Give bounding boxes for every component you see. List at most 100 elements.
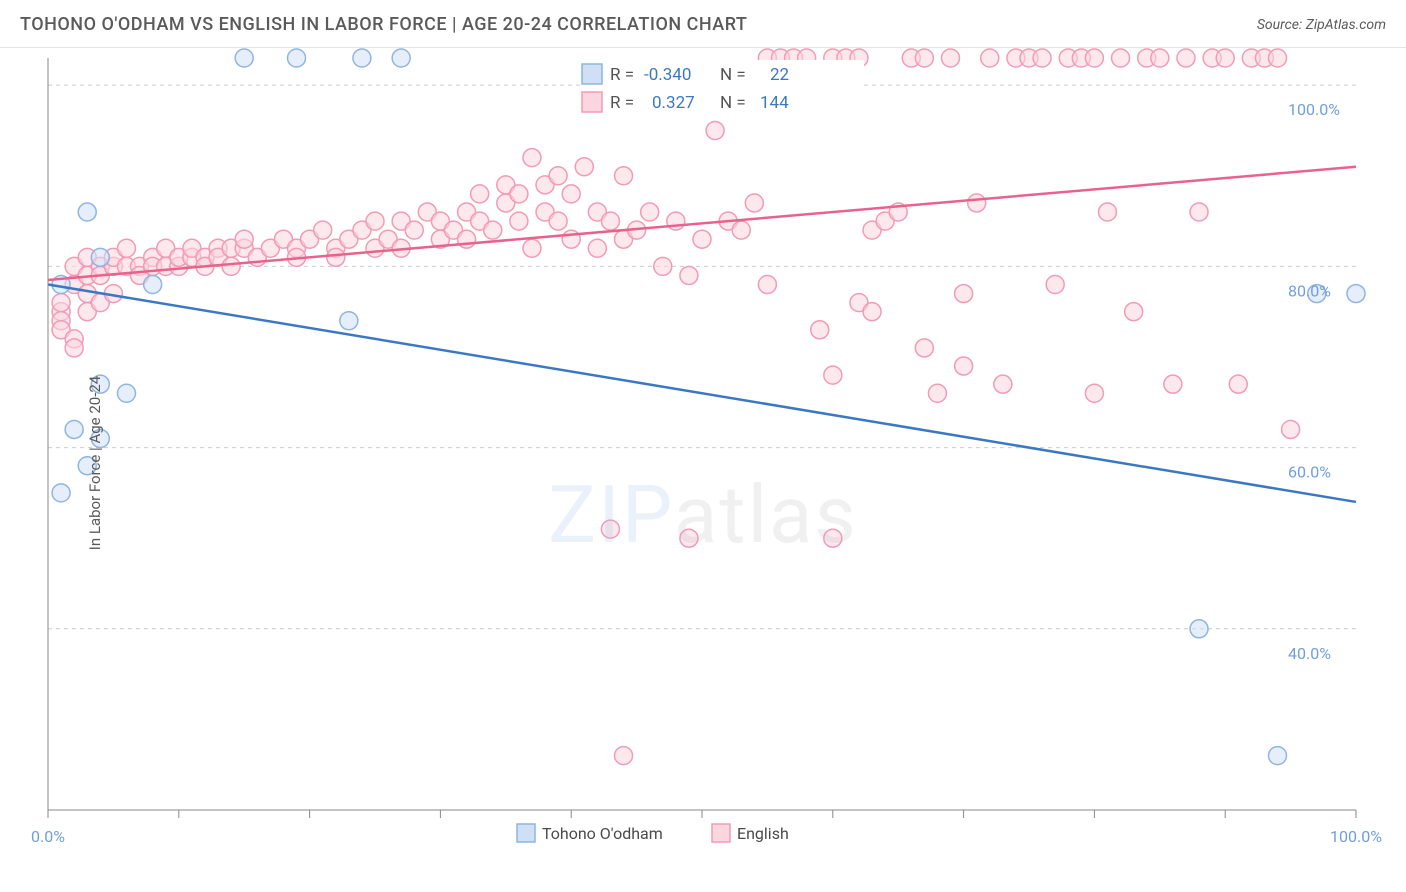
y-tick-label: 100.0% (1288, 100, 1340, 119)
data-point (1033, 49, 1051, 67)
legend-label-blue: Tohono O'odham (542, 824, 663, 843)
data-point (981, 49, 999, 67)
data-point (1229, 375, 1247, 393)
data-point (52, 484, 70, 502)
data-point (353, 49, 371, 67)
data-point (811, 321, 829, 339)
data-point (1098, 203, 1116, 221)
scatter-chart: 0.0%100.0%40.0%60.0%80.0%100.0%R =-0.340… (0, 48, 1406, 878)
stat-swatch-blue (582, 64, 602, 84)
data-point (144, 276, 162, 294)
data-point (1151, 49, 1169, 67)
data-point (601, 520, 619, 538)
data-point (235, 49, 253, 67)
data-point (117, 384, 135, 402)
y-tick-label: 60.0% (1288, 463, 1331, 482)
data-point (484, 221, 502, 239)
data-point (824, 529, 842, 547)
chart-area: In Labor Force | Age 20-24 0.0%100.0%40.… (0, 48, 1406, 878)
data-point (549, 167, 567, 185)
svg-text:R =: R = (610, 93, 634, 113)
data-point (1282, 420, 1300, 438)
data-point (955, 285, 973, 303)
y-axis-label: In Labor Force | Age 20-24 (86, 376, 104, 550)
legend-swatch-pink (712, 824, 730, 842)
data-point (1177, 49, 1195, 67)
data-point (732, 221, 750, 239)
data-point (235, 230, 253, 248)
data-point (523, 239, 541, 257)
data-point (523, 149, 541, 167)
data-point (65, 420, 83, 438)
data-point (392, 49, 410, 67)
data-point (340, 312, 358, 330)
data-point (562, 185, 580, 203)
data-point (1125, 303, 1143, 321)
svg-text:N =: N = (720, 65, 746, 85)
svg-text:0.327: 0.327 (652, 93, 695, 113)
data-point (52, 294, 70, 312)
data-point (327, 248, 345, 266)
data-point (288, 49, 306, 67)
data-point (706, 121, 724, 139)
data-point (117, 239, 135, 257)
data-point (1190, 203, 1208, 221)
svg-text:-0.340: -0.340 (644, 65, 691, 85)
legend-label-pink: English (737, 824, 789, 843)
data-point (824, 366, 842, 384)
data-point (758, 276, 776, 294)
data-point (654, 257, 672, 275)
chart-title: TOHONO O'ODHAM VS ENGLISH IN LABOR FORCE… (20, 14, 747, 35)
data-point (615, 747, 633, 765)
data-point (942, 49, 960, 67)
pink-trend-line (48, 167, 1356, 280)
svg-text:22: 22 (770, 65, 789, 85)
data-point (615, 167, 633, 185)
data-point (1216, 49, 1234, 67)
data-point (471, 185, 489, 203)
data-point (314, 221, 332, 239)
data-point (1347, 285, 1365, 303)
legend-swatch-blue (517, 824, 535, 842)
data-point (549, 212, 567, 230)
data-point (78, 203, 96, 221)
data-point (510, 212, 528, 230)
data-point (1046, 276, 1064, 294)
x-tick-label: 100.0% (1330, 827, 1382, 846)
chart-header: TOHONO O'ODHAM VS ENGLISH IN LABOR FORCE… (0, 0, 1406, 48)
data-point (693, 230, 711, 248)
x-tick-label: 0.0% (31, 827, 65, 846)
data-point (91, 248, 109, 266)
svg-text:R =: R = (610, 65, 634, 85)
svg-text:N =: N = (720, 93, 746, 113)
data-point (1269, 747, 1287, 765)
blue-trend-line (48, 285, 1356, 502)
data-point (915, 49, 933, 67)
svg-text:144: 144 (760, 93, 789, 113)
data-point (510, 185, 528, 203)
data-point (1190, 620, 1208, 638)
data-point (955, 357, 973, 375)
data-point (1085, 49, 1103, 67)
chart-source: Source: ZipAtlas.com (1257, 17, 1386, 33)
data-point (1164, 375, 1182, 393)
data-point (680, 529, 698, 547)
data-point (994, 375, 1012, 393)
data-point (641, 203, 659, 221)
data-point (405, 221, 423, 239)
data-point (65, 339, 83, 357)
data-point (680, 266, 698, 284)
data-point (222, 257, 240, 275)
data-point (928, 384, 946, 402)
y-tick-label: 80.0% (1288, 281, 1331, 300)
data-point (915, 339, 933, 357)
data-point (1085, 384, 1103, 402)
data-point (601, 212, 619, 230)
data-point (863, 303, 881, 321)
data-point (1269, 49, 1287, 67)
data-point (968, 194, 986, 212)
stat-swatch-pink (582, 92, 602, 112)
data-point (745, 194, 763, 212)
data-point (366, 212, 384, 230)
data-point (575, 158, 593, 176)
